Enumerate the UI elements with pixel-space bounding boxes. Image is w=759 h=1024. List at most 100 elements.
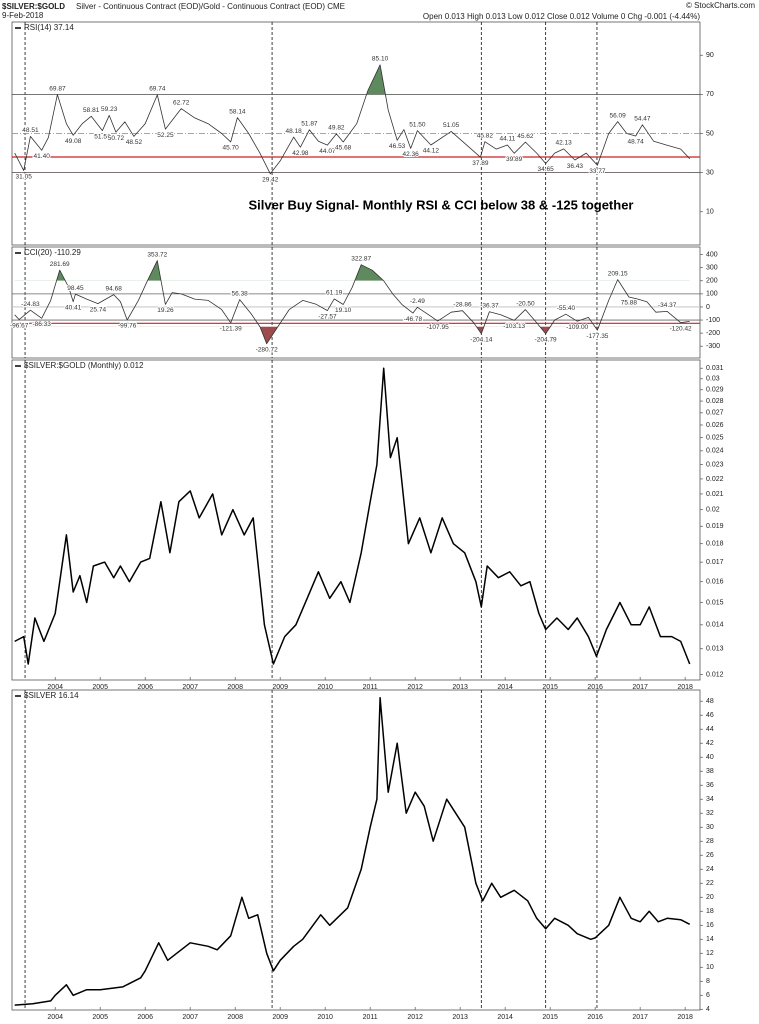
point-label: -96.67 <box>10 322 29 329</box>
point-label: 56.09 <box>610 112 627 119</box>
y-tick-label: -200 <box>706 330 720 337</box>
point-label: 19.26 <box>157 307 174 314</box>
x-tick-label: 2005 <box>92 684 108 691</box>
panel-frame <box>11 359 701 681</box>
point-label: 51.05 <box>443 122 460 129</box>
point-label: -2.49 <box>410 298 425 305</box>
point-label: -177.35 <box>586 333 608 340</box>
point-label: 98.45 <box>67 285 84 292</box>
y-tick-label: 24 <box>706 866 714 873</box>
point-label: 44.11 <box>500 136 516 143</box>
panel-frame <box>11 246 701 359</box>
description: Silver - Continuous Contract (EOD)/Gold … <box>76 2 345 11</box>
x-tick-label: 2018 <box>677 684 693 691</box>
series-line <box>14 696 691 1006</box>
point-label: 85.10 <box>372 56 389 63</box>
point-label: 42.98 <box>292 150 309 157</box>
point-label: 69.87 <box>49 85 66 92</box>
x-tick-label: 2007 <box>182 1014 198 1021</box>
x-tick-label: 2006 <box>137 1014 153 1021</box>
point-label: -99.76 <box>118 323 137 330</box>
x-tick-label: 2015 <box>542 1014 558 1021</box>
point-label: -36.37 <box>480 302 499 309</box>
point-label: -107.95 <box>427 324 449 331</box>
y-tick-label: 0.014 <box>706 622 724 629</box>
y-tick-label: 14 <box>706 936 714 943</box>
x-tick-label: 2012 <box>407 684 423 691</box>
y-tick-label: 0.023 <box>706 461 724 468</box>
point-label: 19.10 <box>335 307 352 314</box>
x-tick-label: 2016 <box>587 1014 603 1021</box>
y-tick-label: 0.015 <box>706 599 724 606</box>
y-tick-label: 6 <box>706 992 710 999</box>
y-tick-label: 0.018 <box>706 541 724 548</box>
point-label: 75.88 <box>621 300 638 307</box>
y-tick-label: 20 <box>706 894 714 901</box>
point-label: 69.74 <box>149 86 166 93</box>
x-tick-label: 2014 <box>497 684 513 691</box>
x-tick-label: 2018 <box>677 1014 693 1021</box>
point-label: 45.82 <box>477 132 494 139</box>
y-tick-label: 0.021 <box>706 491 724 498</box>
y-tick-label: 32 <box>706 810 714 817</box>
point-label: 51.50 <box>94 133 111 140</box>
y-tick-label: 10 <box>706 964 714 971</box>
y-tick-label: 26 <box>706 852 714 859</box>
x-tick-label: 2009 <box>272 684 288 691</box>
y-tick-label: 0.012 <box>706 671 724 678</box>
series-line <box>14 260 690 345</box>
point-label: 42.13 <box>556 140 573 147</box>
y-tick-label: 0.028 <box>706 398 724 405</box>
x-tick-label: 2012 <box>407 1014 423 1021</box>
point-label: 54.47 <box>634 115 651 122</box>
point-label: -86.33 <box>32 321 51 328</box>
point-label: 41.40 <box>34 153 51 160</box>
x-tick-label: 2004 <box>47 684 63 691</box>
y-tick-label: 4 <box>706 1006 710 1013</box>
panel-title: $SILVER:$GOLD (Monthly) 0.012 <box>24 361 144 370</box>
y-tick-label: 300 <box>706 265 718 272</box>
y-tick-label: 28 <box>706 838 714 845</box>
x-tick-label: 2010 <box>317 684 333 691</box>
x-tick-label: 2007 <box>182 684 198 691</box>
point-label: 29.42 <box>262 176 279 183</box>
y-tick-label: 46 <box>706 712 714 719</box>
x-tick-label: 2010 <box>317 1014 333 1021</box>
symbol: $SILVER:$GOLD <box>2 2 65 11</box>
point-label: 52.25 <box>157 132 174 139</box>
y-tick-label: 90 <box>706 52 714 59</box>
point-label: 62.72 <box>173 99 190 106</box>
point-label: 281.69 <box>50 261 70 268</box>
point-label: -109.00 <box>566 324 588 331</box>
point-label: 94.68 <box>106 285 123 292</box>
point-label: -103.13 <box>503 323 525 330</box>
y-tick-label: 48 <box>706 698 714 705</box>
point-label: 42.36 <box>403 151 420 158</box>
y-tick-label: 0.03 <box>706 376 720 383</box>
y-tick-label: 38 <box>706 768 714 775</box>
y-tick-label: 44 <box>706 726 714 733</box>
point-label: -204.79 <box>535 336 557 343</box>
point-label: -55.40 <box>557 305 576 312</box>
date: 9-Feb-2018 <box>2 11 44 20</box>
point-label: 37.89 <box>472 160 489 167</box>
x-tick-label: 2017 <box>632 684 648 691</box>
point-label: 46.53 <box>389 143 406 150</box>
point-label: 44.07 <box>319 148 336 155</box>
x-tick-label: 2008 <box>227 1014 243 1021</box>
point-label: 45.62 <box>517 133 534 140</box>
y-tick-label: 70 <box>706 91 714 98</box>
y-tick-label: 50 <box>706 130 714 137</box>
x-tick-label: 2005 <box>92 1014 108 1021</box>
y-tick-label: 22 <box>706 880 714 887</box>
point-label: 58.14 <box>229 108 246 115</box>
point-label: 50.72 <box>108 135 125 142</box>
y-tick-label: 0.026 <box>706 422 724 429</box>
point-label: 45.68 <box>335 145 352 152</box>
x-tick-label: 2014 <box>497 1014 513 1021</box>
x-tick-label: 2006 <box>137 684 153 691</box>
point-label: 48.74 <box>628 139 645 146</box>
signal-note: Silver Buy Signal- Monthly RSI & CCI bel… <box>248 197 633 212</box>
